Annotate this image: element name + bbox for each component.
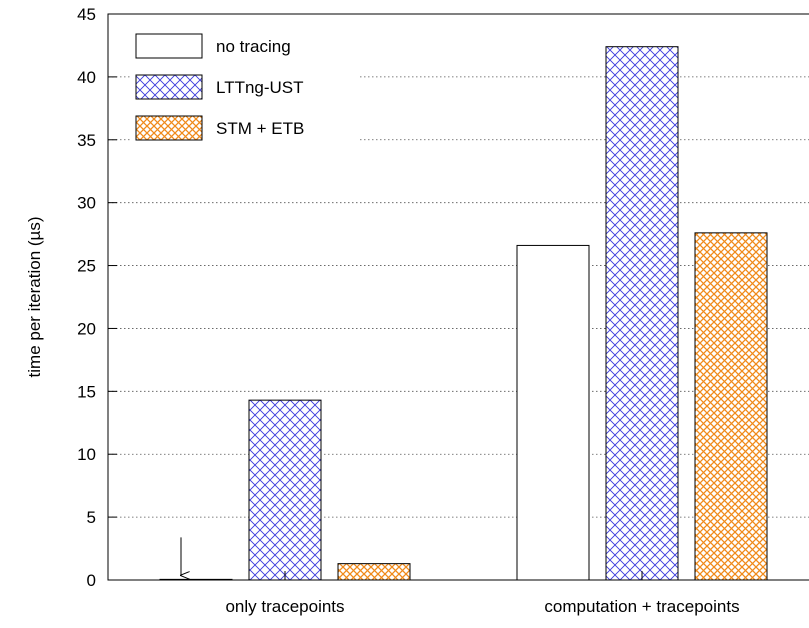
y-tick-label: 25 [77, 257, 96, 276]
x-category-label: computation + tracepoints [544, 597, 739, 616]
y-tick-label: 40 [77, 68, 96, 87]
y-tick-label: 15 [77, 382, 96, 401]
bar-lttng-ust-only-tracepoints [248, 399, 322, 581]
bar-stm-etb-only-tracepoints [337, 563, 411, 581]
legend-swatch-stm-etb [135, 115, 203, 141]
y-tick-label: 10 [77, 445, 96, 464]
legend-label-stm-etb: STM + ETB [216, 119, 304, 138]
y-tick-label: 45 [77, 5, 96, 24]
x-category-label: only tracepoints [225, 597, 344, 616]
legend: no tracing LTTng-UST STM + ETB [132, 26, 358, 148]
y-tick-label: 5 [87, 508, 96, 527]
axes [107, 13, 809, 581]
bar-no-tracing-computation-tracepoints [516, 244, 590, 581]
y-axis-title: time per iteration (µs) [25, 217, 44, 378]
y-tick-label: 30 [77, 194, 96, 213]
bar-stm-etb-computation-tracepoints [694, 232, 768, 581]
y-tick-label: 0 [87, 571, 96, 590]
legend-label-lttng-ust: LTTng-UST [216, 78, 304, 97]
tick-labels: 0 5 10 15 20 25 30 35 40 45 only tracepoints comput… [77, 5, 740, 616]
legend-label-no-tracing: no tracing [216, 37, 291, 56]
legend-swatch-no-tracing [135, 33, 203, 59]
plot-frame [107, 13, 809, 581]
y-tick-label: 35 [77, 131, 96, 150]
y-tick-label: 20 [77, 319, 96, 338]
legend-swatch-lttng-ust [135, 74, 203, 100]
bar-lttng-ust-computation-tracepoints [605, 46, 679, 581]
